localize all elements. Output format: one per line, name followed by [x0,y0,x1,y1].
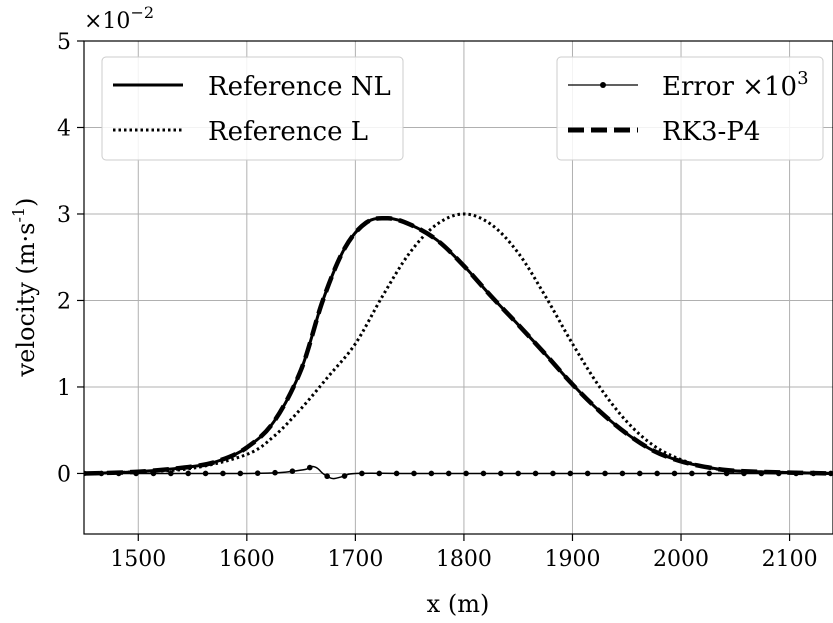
series-marker-error-10 [272,469,278,476]
legend-left: Reference NL Reference L [101,56,404,161]
series-marker-error-10 [220,470,226,477]
series-marker-error-10 [115,470,122,477]
x-tick-label: 2000 [653,547,709,572]
legend-swatch-error-marker [600,82,606,88]
series-marker-error-10 [463,470,469,477]
legend-right: Error ×103 RK3-P4 [556,56,824,161]
x-tick-label: 1600 [219,547,275,572]
series-marker-error-10 [775,470,782,477]
series-marker-error-10 [84,470,87,477]
series-marker-error-10 [306,464,313,471]
series-marker-error-10 [168,470,174,477]
series-marker-error-10 [671,470,678,477]
series-marker-error-10 [810,470,817,477]
series-marker-error-10 [654,470,660,477]
x-tick-label: 1800 [436,547,492,572]
x-tick-label: 2100 [762,547,818,572]
series-line-rk3-p4 [84,215,833,476]
x-tick-label: 1500 [110,547,166,572]
series-line-reference-nl [84,216,833,475]
series-marker-error-10 [723,470,730,477]
series-marker-error-10 [393,470,400,477]
series-marker-error-10 [480,470,487,477]
series-marker-error-10 [550,470,556,477]
legend-label-error: Error ×103 [662,68,809,102]
y-tick-label: 4 [57,116,71,141]
legend-left-frame [101,56,404,161]
y-multiplier: ×10−2 [84,3,154,34]
series-marker-error-10 [445,470,452,477]
legend-right-frame [556,56,824,161]
series-marker-error-10 [636,470,643,477]
plot-frame [83,40,833,535]
series-marker-error-10 [515,470,522,477]
y-tick-label: 3 [57,203,71,228]
series-marker-error-10 [341,473,348,479]
series-marker-error-10 [324,473,330,480]
x-tick-label: 1700 [327,547,383,572]
y-tick-label: 0 [57,462,71,487]
series-marker-error-10 [289,468,296,475]
series-marker-error-10 [619,470,626,477]
series-marker-error-10 [689,470,695,477]
y-tick-label: 2 [57,289,71,314]
series-marker-error-10 [428,470,435,477]
series-marker-error-10 [133,470,139,477]
y-axis-label: velocity (m·s-1) [9,198,40,378]
y-tick-label: 5 [57,30,71,55]
series-line-error-10 [84,465,833,480]
series-marker-error-10 [567,470,574,477]
series-marker-error-10 [254,470,261,476]
series-marker-error-10 [498,470,504,477]
legend-label-rk3-p4: RK3-P4 [662,117,760,147]
x-axis-label: x (m) [427,590,490,618]
series-marker-error-10 [411,470,417,477]
series-marker-error-10 [150,470,157,477]
series-marker-error-10 [376,470,383,477]
y-tick-label: 1 [57,376,71,401]
series-marker-error-10 [584,470,591,477]
ticks: 1500 1600 1700 1800 1900 2000 2100 0 1 2 3 4 5 [57,30,818,572]
series-marker-error-10 [741,470,747,477]
series-marker-error-10 [98,470,105,477]
series-marker-error-10 [202,470,209,477]
series-marker-error-10 [793,470,799,477]
series-marker-error-10 [828,470,833,477]
legend-label-reference-nl: Reference NL [208,72,391,102]
series-marker-error-10 [237,470,244,477]
series-line-reference-l [84,212,833,475]
series-marker-error-10 [185,470,192,477]
series-layer [84,212,833,480]
series-marker-error-10 [359,470,365,477]
series-marker-error-10 [532,470,539,477]
legend-label-reference-l: Reference L [208,117,368,147]
series-marker-error-10 [706,470,713,477]
x-tick-label: 1900 [544,547,600,572]
series-marker-error-10 [602,470,608,477]
series-marker-error-10 [758,470,765,477]
